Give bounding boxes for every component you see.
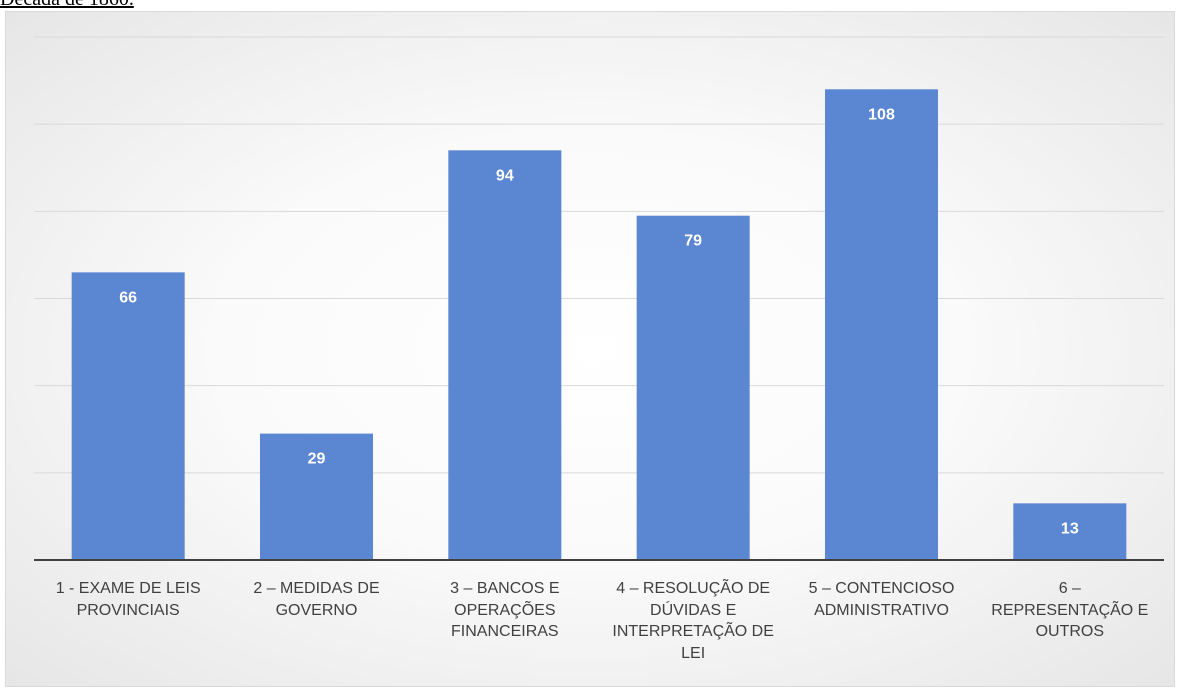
- bar-6: [1013, 503, 1127, 560]
- data-label-4: 79: [684, 233, 702, 250]
- x-tick-label-5: 5 – CONTENCIOSO ADMINISTRATIVO: [808, 580, 955, 619]
- bar-5: [825, 89, 938, 561]
- data-label-2: 29: [308, 451, 326, 468]
- data-label-1: 66: [119, 289, 137, 306]
- x-tick-label-3: 3 – BANCOS E OPERAÇÕES FINANCEIRAS: [450, 580, 560, 640]
- data-label-6: 13: [1061, 520, 1079, 537]
- x-tick-label-1: 1 - EXAME DE LEIS PROVINCIAIS: [55, 580, 201, 619]
- x-tick-label-6: 6 – REPRESENTAÇÃO E OUTROS: [991, 580, 1149, 640]
- chart-caption: Década de 1860.: [0, 0, 134, 12]
- bar-2: [260, 433, 373, 560]
- bar-1: [71, 272, 185, 560]
- bar-4: [636, 215, 750, 561]
- bar-3: [448, 150, 562, 561]
- x-tick-label-2: 2 – MEDIDAS DE GOVERNO: [253, 580, 380, 619]
- data-label-3: 94: [496, 167, 514, 184]
- x-tick-label-4: 4 – RESOLUÇÃO DE DÚVIDAS E INTERPRETAÇÃO…: [612, 580, 774, 662]
- data-label-5: 108: [868, 106, 895, 123]
